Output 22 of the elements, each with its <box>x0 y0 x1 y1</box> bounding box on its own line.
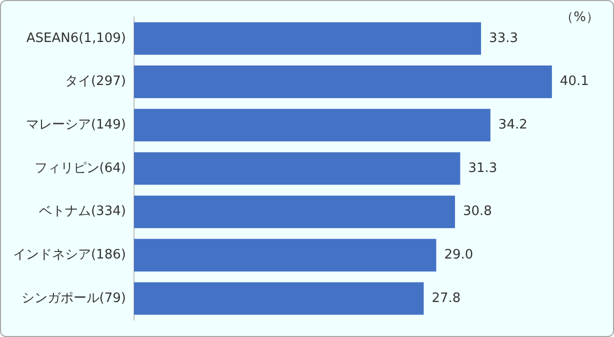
data-label: 34.2 <box>498 118 528 133</box>
y-tick-label: フィリピン(64) <box>34 160 126 176</box>
data-label: 33.3 <box>489 30 518 46</box>
y-tick-label: インドネシア(186) <box>12 248 126 263</box>
bar <box>134 66 552 98</box>
bar <box>134 22 482 55</box>
data-label: 31.3 <box>468 160 498 176</box>
data-label: 27.8 <box>432 290 461 306</box>
y-tick-label: ベトナム(334) <box>38 204 126 220</box>
bar <box>134 152 460 185</box>
text: （%） <box>560 10 599 25</box>
y-tick-label: シンガポール(79) <box>21 290 126 306</box>
data-label: 29.0 <box>444 248 474 263</box>
bar <box>134 282 424 315</box>
y-tick-label: マレーシア(149) <box>26 118 126 133</box>
y-tick-label: ASEAN6(1,109) <box>26 30 126 46</box>
bar <box>134 196 455 228</box>
data-label: 30.8 <box>462 204 492 220</box>
bar <box>134 238 436 272</box>
y-tick-label: タイ(297) <box>64 74 126 90</box>
bar <box>134 108 490 142</box>
data-label: 40.1 <box>560 74 589 90</box>
